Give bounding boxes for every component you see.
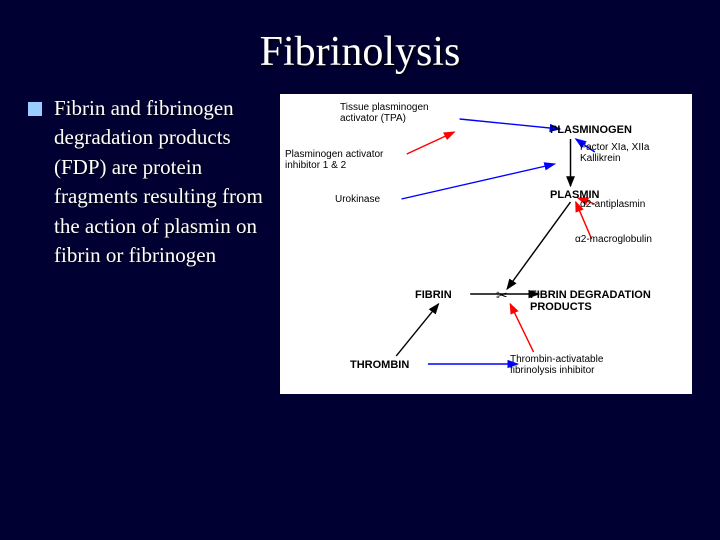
fibrinolysis-diagram: Tissue plasminogenactivator (TPA) PLASMIN…: [280, 94, 692, 394]
bullet-text: Fibrin and fibrinogen degradation produc…: [54, 94, 268, 270]
edge-tpa-plasminogen: [460, 119, 560, 129]
diagram-node-fibrin: FIBRIN: [415, 289, 452, 301]
diagram-node-pai: Plasminogen activatorinhibitor 1 & 2: [285, 149, 383, 171]
slide: Fibrinolysis Fibrin and fibrinogen degra…: [0, 0, 720, 540]
slide-title: Fibrinolysis: [0, 0, 720, 94]
diagram-node-urokinase: Urokinase: [335, 194, 380, 205]
diagram-node-tpa: Tissue plasminogenactivator (TPA): [340, 102, 429, 124]
diagram-node-factors: Factor XIa, XIIaKallikrein: [580, 142, 649, 164]
edge-plasmin-fibrin-mid: [507, 202, 570, 289]
scissors-icon: ✂: [496, 287, 508, 304]
bullet-square-icon: [28, 102, 42, 116]
edge-pai-tpa-mid: [407, 132, 455, 154]
diagram-node-a2anti: α2-antiplasmin: [580, 199, 645, 210]
bullet-item: Fibrin and fibrinogen degradation produc…: [28, 94, 268, 270]
text-column: Fibrin and fibrinogen degradation produc…: [28, 94, 268, 394]
diagram-node-fdp: FIBRIN DEGRADATIONPRODUCTS: [530, 289, 651, 313]
edge-thrombin-fibrin-mid2: [396, 304, 438, 356]
content-row: Fibrin and fibrinogen degradation produc…: [0, 94, 720, 394]
diagram-node-a2macro: α2-macroglobulin: [575, 234, 652, 245]
edge-urokinase-plasmin-mid: [401, 164, 554, 199]
diagram-node-plasminogen: PLASMINOGEN: [550, 124, 632, 136]
diagram-node-tafi: Thrombin-activatablefibrinolysis inhibit…: [510, 354, 603, 376]
diagram-node-thrombin: THROMBIN: [350, 359, 409, 371]
